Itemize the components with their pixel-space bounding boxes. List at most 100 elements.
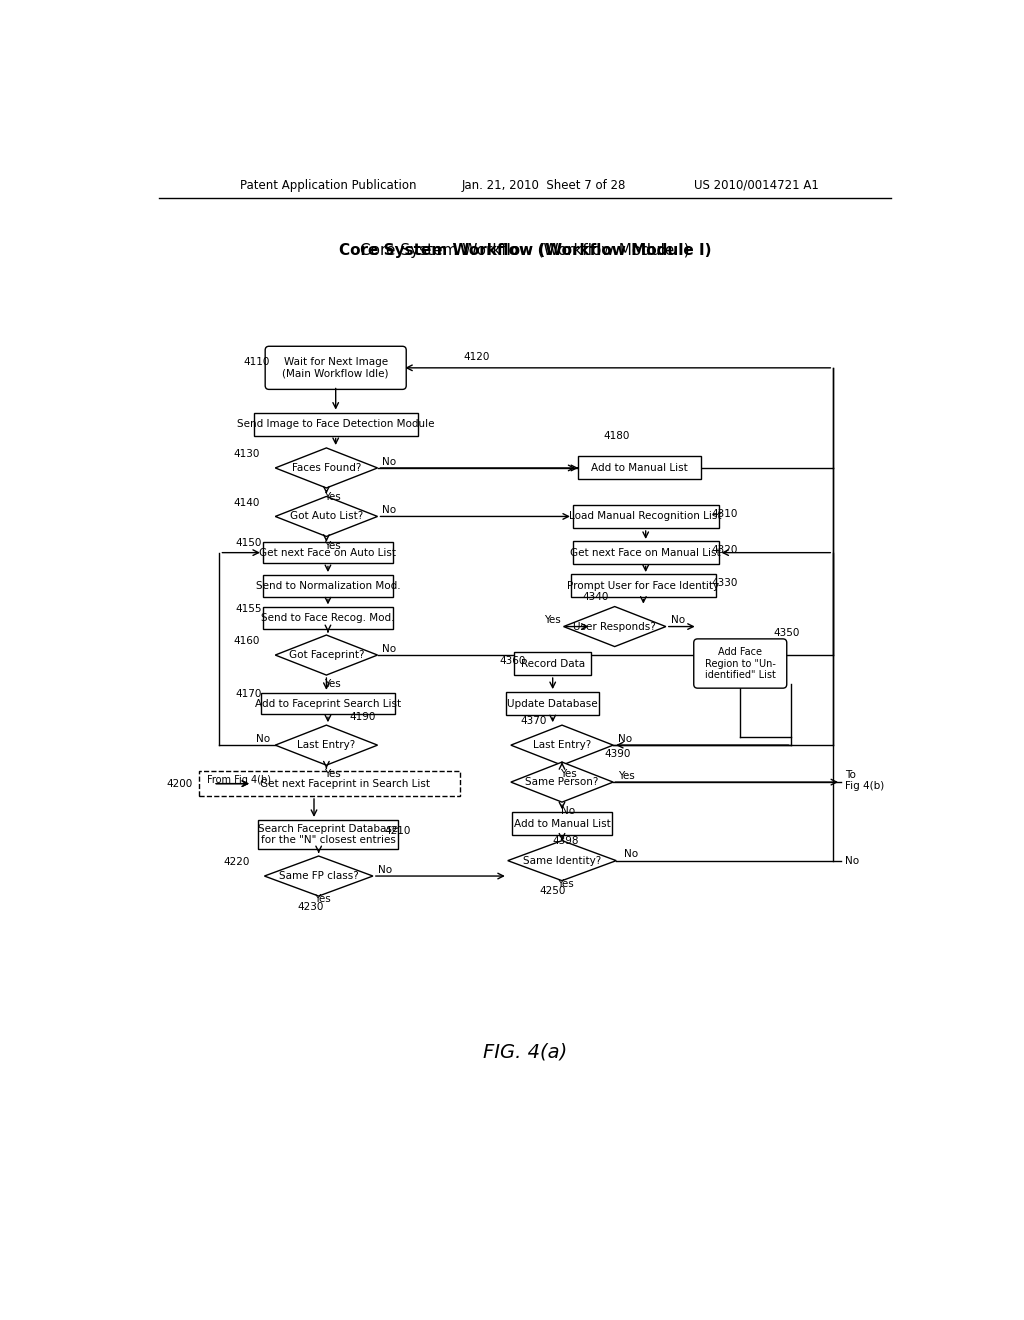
FancyBboxPatch shape: [265, 346, 407, 389]
Text: Add to Faceprint Search List: Add to Faceprint Search List: [255, 698, 401, 709]
Text: Yes: Yes: [557, 879, 574, 888]
Text: Wait for Next Image
(Main Workflow Idle): Wait for Next Image (Main Workflow Idle): [283, 356, 389, 379]
Text: 4230: 4230: [298, 902, 324, 912]
Text: 4120: 4120: [464, 352, 489, 362]
Text: 4190: 4190: [349, 713, 376, 722]
Text: 4150: 4150: [236, 539, 262, 548]
Text: Yes: Yes: [314, 894, 331, 904]
Text: Yes: Yes: [544, 615, 560, 626]
Text: 4180: 4180: [603, 430, 630, 441]
Text: Add Face
Region to "Un-
identified" List: Add Face Region to "Un- identified" List: [705, 647, 776, 680]
Bar: [570, 574, 716, 598]
Text: No: No: [671, 615, 685, 626]
Text: Yes: Yes: [617, 771, 635, 781]
Text: 4110: 4110: [244, 356, 270, 367]
Text: Got Auto List?: Got Auto List?: [290, 511, 364, 521]
Text: FIG. 4(a): FIG. 4(a): [482, 1041, 567, 1061]
Text: No: No: [624, 850, 638, 859]
Text: Send Image to Face Detection Module: Send Image to Face Detection Module: [237, 418, 434, 429]
Polygon shape: [275, 635, 378, 675]
Text: Get next Face on Manual List: Get next Face on Manual List: [570, 548, 721, 557]
Text: 4140: 4140: [233, 498, 260, 508]
Text: 4340: 4340: [582, 593, 608, 602]
Text: Yes: Yes: [560, 770, 577, 779]
Bar: [514, 652, 592, 675]
Text: Add to Manual List: Add to Manual List: [591, 463, 688, 473]
Text: 4390: 4390: [604, 750, 631, 759]
Text: Last Entry?: Last Entry?: [297, 741, 355, 750]
Text: From Fig 4(b): From Fig 4(b): [207, 775, 271, 785]
Text: Yes: Yes: [325, 770, 341, 779]
Text: Yes: Yes: [325, 680, 341, 689]
Bar: [263, 576, 393, 597]
Text: No: No: [382, 644, 396, 653]
Text: 4398: 4398: [553, 836, 580, 846]
Text: Jan. 21, 2010  Sheet 7 of 28: Jan. 21, 2010 Sheet 7 of 28: [461, 178, 626, 191]
Text: No: No: [382, 506, 396, 515]
Text: Core System Workflow (Workflow Module I): Core System Workflow (Workflow Module I): [339, 243, 711, 259]
Text: User Responds?: User Responds?: [573, 622, 656, 631]
Bar: [579, 457, 700, 479]
Text: 4330: 4330: [712, 578, 738, 589]
FancyBboxPatch shape: [693, 639, 786, 688]
Text: 4155: 4155: [236, 603, 262, 614]
Text: 4130: 4130: [233, 449, 260, 459]
Text: 4170: 4170: [236, 689, 262, 700]
Text: 4370: 4370: [520, 715, 547, 726]
Bar: [258, 820, 397, 849]
Text: US 2010/0014721 A1: US 2010/0014721 A1: [693, 178, 818, 191]
Text: 4200: 4200: [167, 779, 194, 788]
Text: 4360: 4360: [500, 656, 525, 667]
Text: No: No: [617, 734, 632, 744]
Text: Yes: Yes: [325, 492, 341, 502]
Polygon shape: [508, 841, 616, 880]
Bar: [506, 692, 599, 715]
Text: 4250: 4250: [540, 887, 566, 896]
Bar: [572, 541, 719, 564]
Text: Got Faceprint?: Got Faceprint?: [289, 649, 365, 660]
Text: 4310: 4310: [712, 510, 738, 519]
Text: Same Identity?: Same Identity?: [523, 855, 601, 866]
Text: Same Person?: Same Person?: [525, 777, 599, 787]
Text: 4320: 4320: [712, 545, 738, 556]
Text: Update Database: Update Database: [507, 698, 598, 709]
Text: Get next Faceprint in Search List: Get next Faceprint in Search List: [260, 779, 430, 788]
Bar: [263, 543, 393, 564]
Polygon shape: [275, 496, 378, 536]
Text: No: No: [378, 865, 391, 875]
Polygon shape: [264, 857, 373, 896]
Text: Search Faceprint Database
for the "N" closest entries: Search Faceprint Database for the "N" cl…: [258, 824, 398, 845]
Text: To
Fig 4(b): To Fig 4(b): [845, 770, 884, 792]
Text: No: No: [256, 734, 270, 744]
Text: No: No: [561, 807, 575, 816]
Bar: [512, 812, 612, 836]
Bar: [263, 607, 393, 628]
Polygon shape: [275, 725, 378, 766]
Bar: [200, 771, 460, 796]
Polygon shape: [275, 447, 378, 488]
Bar: [572, 504, 719, 528]
Polygon shape: [511, 725, 613, 766]
Text: Yes: Yes: [325, 541, 341, 550]
Text: 4160: 4160: [233, 636, 260, 647]
Text: No: No: [382, 457, 396, 467]
Bar: [261, 693, 394, 714]
Text: Load Manual Recognition List: Load Manual Recognition List: [569, 511, 722, 521]
Text: Same FP class?: Same FP class?: [279, 871, 358, 880]
Text: Last Entry?: Last Entry?: [532, 741, 591, 750]
Text: 4350: 4350: [773, 628, 800, 638]
Text: 4210: 4210: [385, 825, 411, 836]
Polygon shape: [511, 762, 613, 803]
Text: Get next Face on Auto List: Get next Face on Auto List: [259, 548, 396, 557]
Text: No: No: [845, 855, 859, 866]
Polygon shape: [563, 607, 666, 647]
Text: Faces Found?: Faces Found?: [292, 463, 361, 473]
Text: Send to Normalization Mod.: Send to Normalization Mod.: [256, 581, 400, 591]
Text: 4220: 4220: [223, 857, 250, 867]
Bar: [254, 413, 418, 436]
Text: Prompt User for Face Identity: Prompt User for Face Identity: [567, 581, 720, 591]
Text: Patent Application Publication: Patent Application Publication: [241, 178, 417, 191]
Text: Core System Workflow (Workflow Module I): Core System Workflow (Workflow Module I): [360, 243, 689, 259]
Text: Record Data: Record Data: [520, 659, 585, 668]
Text: Add to Manual List: Add to Manual List: [514, 818, 610, 829]
